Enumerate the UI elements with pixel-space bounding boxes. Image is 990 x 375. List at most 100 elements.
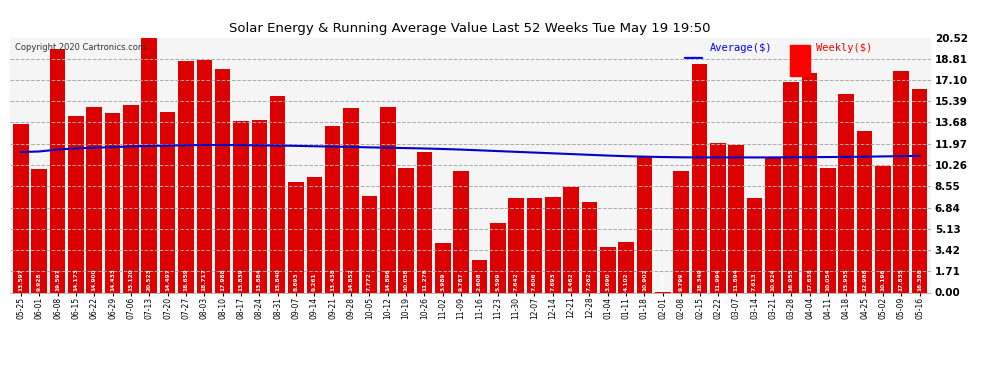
Bar bbox=[417, 152, 433, 292]
Text: 11.894: 11.894 bbox=[734, 268, 739, 291]
Bar bbox=[783, 82, 799, 292]
Text: 0.008: 0.008 bbox=[660, 272, 665, 291]
Bar bbox=[856, 131, 872, 292]
Bar bbox=[435, 243, 450, 292]
Text: 8.462: 8.462 bbox=[568, 272, 573, 291]
Text: 14.173: 14.173 bbox=[73, 268, 78, 291]
Bar bbox=[159, 112, 175, 292]
Bar bbox=[307, 177, 322, 292]
Bar bbox=[325, 126, 341, 292]
Bar bbox=[344, 108, 358, 292]
Bar bbox=[68, 116, 84, 292]
Text: 14.433: 14.433 bbox=[110, 268, 115, 291]
Bar bbox=[729, 145, 743, 292]
Bar bbox=[234, 120, 248, 292]
Bar bbox=[710, 144, 726, 292]
Bar bbox=[637, 157, 652, 292]
Text: 14.900: 14.900 bbox=[92, 268, 97, 291]
Text: 14.497: 14.497 bbox=[165, 268, 170, 291]
Text: 13.839: 13.839 bbox=[239, 268, 244, 291]
Bar bbox=[600, 247, 616, 292]
Bar bbox=[490, 223, 506, 292]
Text: 7.613: 7.613 bbox=[752, 272, 757, 291]
Bar bbox=[453, 171, 469, 292]
Bar bbox=[820, 168, 836, 292]
Bar bbox=[380, 107, 396, 292]
Bar bbox=[471, 260, 487, 292]
Bar bbox=[563, 188, 579, 292]
Bar bbox=[582, 202, 597, 292]
Bar bbox=[123, 105, 139, 292]
Text: 13.884: 13.884 bbox=[256, 268, 261, 291]
Text: 12.988: 12.988 bbox=[862, 268, 867, 291]
Bar bbox=[893, 71, 909, 292]
Text: Average($): Average($) bbox=[710, 43, 772, 52]
Bar bbox=[912, 89, 928, 292]
Bar bbox=[197, 60, 212, 292]
Bar bbox=[361, 196, 377, 292]
Text: 10.054: 10.054 bbox=[826, 268, 831, 291]
Text: 7.642: 7.642 bbox=[514, 272, 519, 291]
Bar bbox=[142, 38, 157, 292]
Bar bbox=[13, 123, 29, 292]
Text: 15.955: 15.955 bbox=[843, 268, 848, 291]
Text: 11.994: 11.994 bbox=[716, 268, 721, 291]
Text: 18.349: 18.349 bbox=[697, 268, 702, 291]
Bar bbox=[86, 107, 102, 292]
Bar bbox=[673, 171, 689, 292]
Bar bbox=[50, 49, 65, 292]
Bar bbox=[746, 198, 762, 292]
Text: 7.772: 7.772 bbox=[367, 272, 372, 291]
Text: 18.717: 18.717 bbox=[202, 268, 207, 291]
Bar bbox=[802, 74, 818, 292]
Text: 17.835: 17.835 bbox=[899, 268, 904, 291]
Text: 5.599: 5.599 bbox=[495, 272, 500, 291]
Bar bbox=[288, 182, 304, 292]
Text: 3.989: 3.989 bbox=[441, 272, 446, 291]
Text: 19.597: 19.597 bbox=[55, 268, 60, 291]
Text: 17.988: 17.988 bbox=[220, 268, 225, 291]
Bar bbox=[790, 45, 810, 76]
Text: 17.638: 17.638 bbox=[807, 268, 812, 291]
Text: 10.058: 10.058 bbox=[404, 268, 409, 291]
Text: Weekly($): Weekly($) bbox=[816, 43, 872, 52]
Text: 11.276: 11.276 bbox=[422, 268, 427, 291]
Text: 13.438: 13.438 bbox=[331, 268, 336, 291]
Text: 7.693: 7.693 bbox=[550, 272, 555, 291]
Text: 9.787: 9.787 bbox=[458, 272, 463, 291]
Bar bbox=[215, 69, 231, 292]
Text: 9.799: 9.799 bbox=[679, 272, 684, 291]
Text: 16.955: 16.955 bbox=[789, 268, 794, 291]
Bar bbox=[251, 120, 267, 292]
Text: 20.523: 20.523 bbox=[147, 268, 151, 291]
Text: 14.852: 14.852 bbox=[348, 268, 353, 291]
Bar bbox=[105, 113, 121, 292]
Bar bbox=[692, 64, 707, 292]
Bar bbox=[178, 61, 194, 292]
Text: 14.896: 14.896 bbox=[385, 268, 390, 291]
Bar bbox=[544, 197, 560, 292]
Text: 9.261: 9.261 bbox=[312, 272, 317, 291]
Text: 18.659: 18.659 bbox=[183, 268, 188, 291]
Text: 10.924: 10.924 bbox=[770, 268, 775, 291]
Text: 9.928: 9.928 bbox=[37, 272, 42, 291]
Bar bbox=[839, 94, 854, 292]
Text: 7.262: 7.262 bbox=[587, 272, 592, 291]
Text: 16.388: 16.388 bbox=[917, 268, 922, 291]
Text: 10.196: 10.196 bbox=[880, 268, 885, 291]
Bar bbox=[270, 96, 285, 292]
Text: 7.606: 7.606 bbox=[532, 272, 537, 291]
Bar bbox=[765, 157, 781, 292]
Text: 10.902: 10.902 bbox=[642, 268, 647, 291]
Title: Solar Energy & Running Average Value Last 52 Weeks Tue May 19 19:50: Solar Energy & Running Average Value Las… bbox=[230, 22, 711, 35]
Text: 13.597: 13.597 bbox=[19, 268, 24, 291]
Bar bbox=[527, 198, 543, 292]
Text: Copyright 2020 Cartronics.com: Copyright 2020 Cartronics.com bbox=[15, 43, 146, 52]
Text: 2.608: 2.608 bbox=[477, 272, 482, 291]
Text: 15.840: 15.840 bbox=[275, 268, 280, 291]
Bar bbox=[875, 166, 891, 292]
Text: 8.893: 8.893 bbox=[293, 272, 299, 291]
Text: 15.120: 15.120 bbox=[129, 268, 134, 291]
Bar bbox=[32, 169, 48, 292]
Bar bbox=[508, 198, 524, 292]
